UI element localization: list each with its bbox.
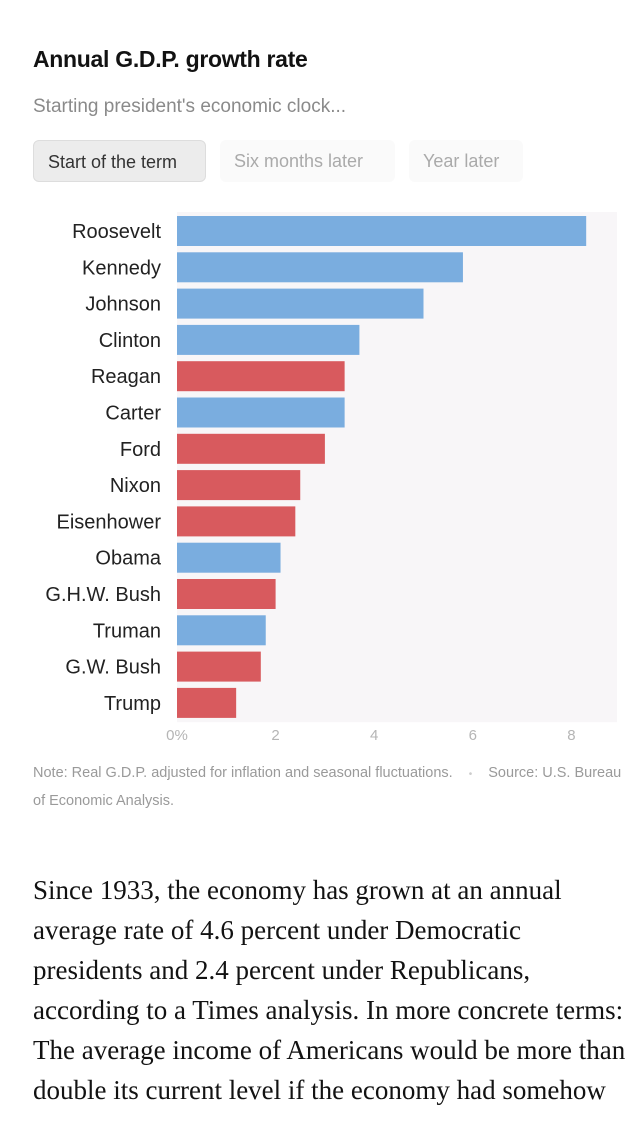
chart-subtitle: Starting president's economic clock... <box>33 96 347 117</box>
category-label: G.H.W. Bush <box>45 584 161 606</box>
chart-note: Note: Real G.D.P. adjusted for inflation… <box>33 760 623 815</box>
category-label: Clinton <box>99 330 161 352</box>
bar-johnson <box>177 288 424 319</box>
toggle-year-later[interactable]: Year later <box>409 140 523 182</box>
x-tick-label: 4 <box>370 727 378 744</box>
category-label: Carter <box>105 403 161 425</box>
category-label: Roosevelt <box>72 221 161 243</box>
bar-ford <box>177 433 325 464</box>
toggle-six-months-later[interactable]: Six months later <box>220 140 395 182</box>
source-text: Source: U.S. Bureau of Economic Analysis… <box>33 765 622 809</box>
category-label: Trump <box>104 693 161 715</box>
category-label: Truman <box>93 620 161 642</box>
bar-nixon <box>177 470 301 501</box>
bar-g-h-w-bush <box>177 579 276 609</box>
bar-truman <box>177 615 266 646</box>
toggle-start-of-term[interactable]: Start of the term <box>33 140 206 182</box>
category-label: Eisenhower <box>56 511 161 533</box>
note-separator: • <box>468 769 473 780</box>
bar-eisenhower <box>177 506 296 537</box>
bar-chart: Roosevelt Kennedy Johnson Clinton Reagan Cart… <box>45 212 617 744</box>
bar-obama <box>177 542 281 573</box>
bar-trump <box>177 687 237 718</box>
x-tick-label: 0% <box>166 727 188 744</box>
category-label: G.W. Bush <box>65 657 161 679</box>
x-tick-label: 6 <box>469 727 477 744</box>
x-tick-label: 8 <box>567 727 575 744</box>
category-label: Obama <box>95 548 161 570</box>
category-label: Kennedy <box>82 257 161 279</box>
plot-background <box>177 212 617 723</box>
category-label: Reagan <box>91 366 161 388</box>
article-paragraph: Since 1933, the economy has grown at an … <box>33 875 626 1105</box>
chart-title: Annual G.D.P. growth rate <box>33 46 308 72</box>
bar-carter <box>177 397 345 428</box>
bar-g-w-bush <box>177 651 261 682</box>
bar-clinton <box>177 324 360 355</box>
bar-roosevelt <box>177 216 587 246</box>
category-label: Johnson <box>85 294 161 316</box>
category-label: Nixon <box>110 475 161 497</box>
x-tick-label: 2 <box>271 727 279 744</box>
note-text: Note: Real G.D.P. adjusted for inflation… <box>33 765 453 781</box>
bar-reagan <box>177 361 345 392</box>
bar-kennedy <box>177 252 463 283</box>
category-label: Ford <box>120 439 161 461</box>
